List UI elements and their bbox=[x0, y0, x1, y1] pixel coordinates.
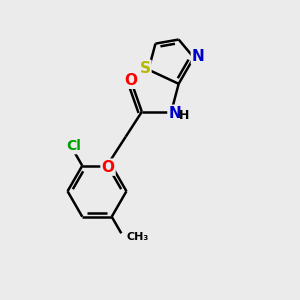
Text: O: O bbox=[124, 73, 137, 88]
Text: Cl: Cl bbox=[67, 139, 82, 153]
Text: O: O bbox=[101, 160, 115, 175]
Text: H: H bbox=[178, 109, 189, 122]
Text: S: S bbox=[140, 61, 150, 76]
Text: N: N bbox=[192, 49, 205, 64]
Text: CH₃: CH₃ bbox=[127, 232, 149, 242]
Text: N: N bbox=[169, 106, 181, 121]
